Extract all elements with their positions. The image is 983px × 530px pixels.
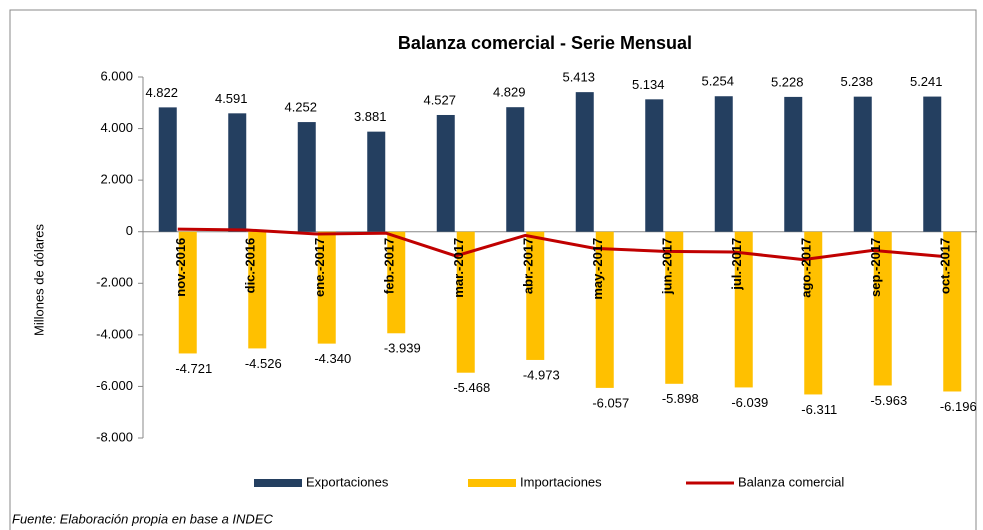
legend-swatch (468, 479, 516, 487)
value-label: -6.311 (801, 402, 837, 417)
bar (367, 131, 386, 232)
bar (575, 92, 594, 232)
x-tick-label: abr.-2017 (521, 238, 536, 294)
bar (873, 231, 892, 386)
value-label: 5.413 (562, 70, 595, 85)
y-tick-label: 4.000 (100, 120, 133, 135)
bar (714, 96, 733, 232)
value-label: 4.252 (284, 100, 317, 115)
value-label: 5.238 (840, 74, 873, 89)
bar (228, 113, 247, 232)
x-tick-label: ene.-2017 (312, 238, 327, 297)
x-tick-label: sep.-2017 (868, 238, 883, 297)
value-label: 3.881 (354, 109, 387, 124)
legend-label: Exportaciones (306, 474, 389, 489)
x-tick-label: jun.-2017 (660, 238, 675, 295)
value-label: 5.254 (701, 74, 734, 89)
y-axis-label: Millones de dólares (31, 224, 46, 337)
value-label: 5.228 (771, 74, 804, 89)
value-label: -4.721 (175, 361, 212, 376)
y-tick-label: 6.000 (100, 68, 133, 83)
x-tick-label: feb.-2017 (382, 238, 397, 294)
legend-label: Importaciones (520, 474, 602, 489)
legend-label: Balanza comercial (738, 474, 844, 489)
legend-swatch (254, 479, 302, 487)
y-tick-label: -6.000 (96, 378, 133, 393)
value-label: -6.196 (940, 399, 977, 414)
x-tick-label: nov.-2016 (173, 238, 188, 297)
value-label: -6.057 (592, 395, 629, 410)
bar (665, 231, 684, 384)
value-label: 5.134 (632, 77, 665, 92)
value-label: -5.898 (662, 391, 699, 406)
y-tick-label: 0 (126, 223, 133, 238)
bar (317, 231, 336, 344)
bar (734, 231, 753, 388)
bar (943, 231, 962, 392)
value-label: 4.527 (423, 92, 456, 107)
y-tick-label: -8.000 (96, 429, 133, 444)
value-label: -4.340 (314, 351, 351, 366)
x-tick-label: oct.-2017 (938, 238, 953, 294)
chart-title: Balanza comercial - Serie Mensual (398, 33, 692, 53)
bar (595, 231, 614, 388)
y-tick-label: -4.000 (96, 326, 133, 341)
y-tick-label: 2.000 (100, 172, 133, 187)
bar (784, 96, 803, 232)
bar (248, 231, 267, 349)
value-label: 4.822 (145, 85, 178, 100)
value-label: -6.039 (731, 395, 768, 410)
bar (178, 231, 197, 354)
bar (456, 231, 475, 373)
bar (506, 107, 525, 232)
value-label: -4.973 (523, 367, 560, 382)
x-tick-label: ago.-2017 (799, 238, 814, 298)
source-note: Fuente: Elaboración propia en base a IND… (12, 511, 273, 526)
x-tick-label: jul.-2017 (729, 238, 744, 291)
bar (436, 114, 455, 232)
x-tick-label: may.-2017 (590, 238, 605, 300)
value-label: -5.468 (453, 380, 490, 395)
x-tick-label: dic.-2016 (243, 238, 258, 294)
chart-frame (9, 9, 977, 530)
x-tick-label: mar.-2017 (451, 238, 466, 298)
bar (923, 96, 942, 232)
value-label: 4.591 (215, 91, 248, 106)
value-label: 5.241 (910, 74, 943, 89)
bar (804, 231, 823, 395)
y-tick-label: -2.000 (96, 275, 133, 290)
value-label: 4.829 (493, 85, 526, 100)
bar (297, 122, 316, 232)
value-label: -5.963 (870, 393, 907, 408)
bar (158, 107, 177, 232)
value-label: -4.526 (245, 356, 282, 371)
bar (387, 231, 406, 334)
bar (526, 231, 545, 360)
bar (853, 96, 872, 232)
value-label: -3.939 (384, 341, 421, 356)
line (177, 227, 943, 262)
bar (645, 99, 664, 232)
